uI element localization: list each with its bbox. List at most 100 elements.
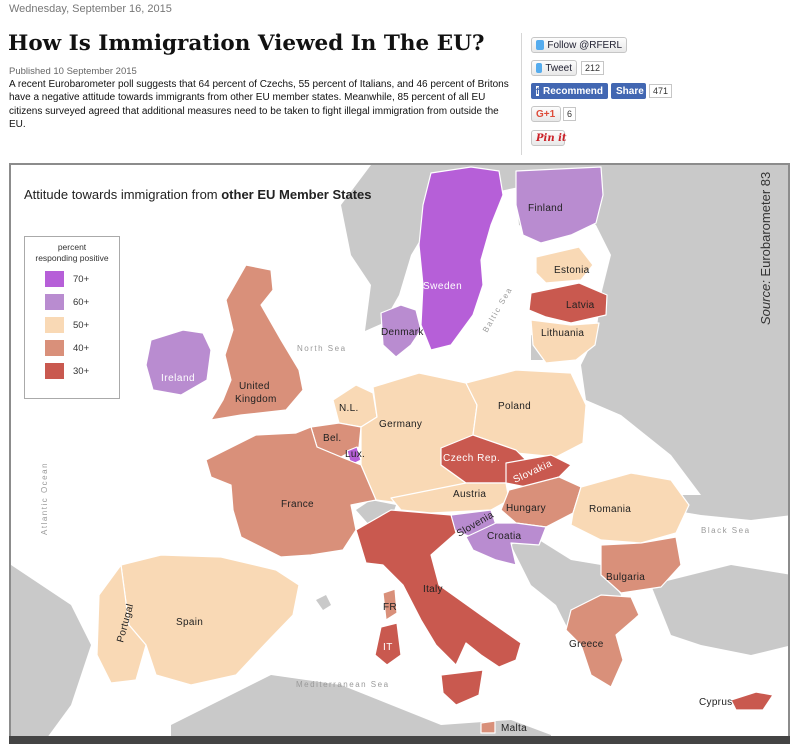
country-denmark <box>380 304 422 358</box>
source-label: Source: <box>758 280 773 325</box>
label-spain: Spain <box>176 617 203 628</box>
eu-countries <box>96 166 774 734</box>
label-bulgaria: Bulgaria <box>606 572 645 583</box>
country-romania <box>570 472 690 544</box>
country-hungary <box>500 476 582 528</box>
label-cyprus: Cyprus <box>699 697 732 708</box>
country-italy-sardinia <box>374 622 402 666</box>
label-finland: Finland <box>528 203 563 214</box>
europe-map: North Sea Baltic Sea Atlantic Ocean Blac… <box>9 163 790 744</box>
country-italy-sicily <box>440 669 484 706</box>
label-italy-sardinia: IT <box>383 642 393 653</box>
country-greece <box>565 594 640 688</box>
country-italy <box>355 509 522 668</box>
label-czech: Czech Rep. <box>443 453 500 464</box>
tweet-count: 212 <box>581 61 605 75</box>
facebook-share-button[interactable]: Share <box>611 83 646 99</box>
black-sea-label: Black Sea <box>701 526 751 535</box>
label-austria: Austria <box>453 489 486 500</box>
twitter-follow-label: Follow @RFERL <box>547 39 622 51</box>
label-estonia: Estonia <box>554 265 590 276</box>
label-france: France <box>281 499 314 510</box>
label-hungary: Hungary <box>506 503 546 514</box>
label-france-corsica: FR <box>383 602 397 613</box>
page-title: How Is Immigration Viewed In The EU? <box>8 31 485 56</box>
country-uk <box>210 264 304 421</box>
legend-swatch <box>45 271 64 287</box>
map-source: Source: Eurobarometer 83 <box>758 172 773 325</box>
legend-swatch <box>45 317 64 333</box>
recommend-label: Recommend <box>543 85 604 97</box>
legend-label: 50+ <box>73 319 90 331</box>
label-uk-line1: United <box>239 381 270 392</box>
twitter-bird-icon <box>536 40 545 50</box>
label-sweden: Sweden <box>423 281 462 292</box>
date-line: Wednesday, September 16, 2015 <box>9 3 172 15</box>
country-austria <box>390 482 510 514</box>
label-greece: Greece <box>569 639 604 650</box>
legend-item: 60+ <box>45 294 119 310</box>
label-croatia: Croatia <box>487 531 521 542</box>
legend-label: 30+ <box>73 365 90 377</box>
label-uk-line2: Kingdom <box>235 394 277 405</box>
country-latvia <box>528 282 608 324</box>
legend-title-line1: percent <box>57 242 87 252</box>
google-plus-button[interactable]: G+1 <box>531 106 561 122</box>
facebook-icon: f <box>536 86 539 96</box>
legend-item: 40+ <box>45 340 119 356</box>
map-legend: percent responding positive 70+ 60+ 50+ 40+… <box>24 236 120 399</box>
tweet-label: Tweet <box>545 62 572 74</box>
map-title-prefix: Attitude towards immigration from <box>24 187 222 202</box>
tweet-button[interactable]: Tweet <box>531 60 577 76</box>
country-croatia <box>465 522 547 566</box>
country-ireland <box>145 329 212 396</box>
country-estonia <box>535 246 594 284</box>
lead-paragraph: A recent Eurobarometer poll suggests tha… <box>9 79 509 130</box>
label-malta: Malta <box>501 723 527 734</box>
label-luxembourg: Lux. <box>345 449 365 460</box>
twitter-follow-button[interactable]: Follow @RFERL <box>531 37 627 53</box>
label-latvia: Latvia <box>566 300 595 311</box>
country-france-corsica <box>382 588 398 621</box>
country-cyprus <box>730 691 774 711</box>
source-value: Eurobarometer 83 <box>758 171 773 277</box>
label-italy: Italy <box>423 584 443 595</box>
legend-item: 30+ <box>45 363 119 379</box>
legend-label: 60+ <box>73 296 90 308</box>
map-title-bold: other EU Member States <box>221 187 372 202</box>
legend-item: 70+ <box>45 271 119 287</box>
map-svg: North Sea Baltic Sea Atlantic Ocean Blac… <box>11 165 788 744</box>
twitter-bird-icon <box>536 63 543 73</box>
published-date: Published 10 September 2015 <box>9 66 137 77</box>
country-france <box>205 426 377 558</box>
legend-label: 40+ <box>73 342 90 354</box>
legend-title: percent responding positive <box>25 242 119 264</box>
legend-swatch <box>45 363 64 379</box>
pin-label: Pin it <box>536 132 567 144</box>
mediterranean-sea-label: Mediterranean Sea <box>296 680 390 689</box>
label-netherlands: N.L. <box>339 403 359 414</box>
legend-rows: 70+ 60+ 50+ 40+ 30+ <box>25 271 119 379</box>
social-divider <box>521 33 522 155</box>
country-portugal <box>96 564 147 684</box>
share-label: Share <box>616 85 644 97</box>
country-lithuania <box>530 319 600 364</box>
gplus-label: G+1 <box>536 108 556 120</box>
north-sea-label: North Sea <box>297 344 347 353</box>
label-romania: Romania <box>589 504 631 515</box>
legend-swatch <box>45 294 64 310</box>
facebook-recommend-button[interactable]: f Recommend <box>531 83 608 99</box>
label-belgium: Bel. <box>323 433 341 444</box>
label-germany: Germany <box>379 419 422 430</box>
facebook-count: 471 <box>649 84 673 98</box>
label-ireland: Ireland <box>161 373 195 384</box>
map-title: Attitude towards immigration from other … <box>24 187 372 202</box>
gplus-count: 6 <box>563 107 577 121</box>
pinterest-button[interactable]: Pin it <box>531 130 567 146</box>
country-sweden <box>418 166 504 351</box>
label-denmark: Denmark <box>381 327 424 338</box>
legend-title-line2: responding positive <box>35 253 109 263</box>
label-poland: Poland <box>498 401 531 412</box>
country-bulgaria <box>600 536 682 594</box>
legend-swatch <box>45 340 64 356</box>
